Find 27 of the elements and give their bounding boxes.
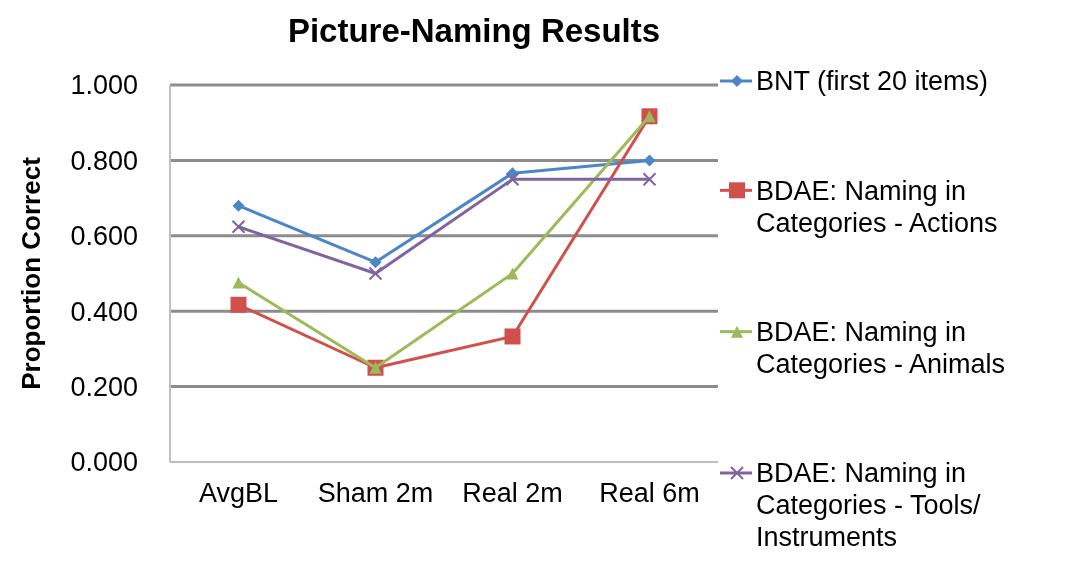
- point: [506, 267, 519, 280]
- legend-label: BNT (first 20 items): [756, 66, 989, 97]
- legend-label: BDAE: Naming in Categories - Actions: [756, 175, 998, 238]
- y-tick-label: 0.200: [70, 372, 138, 403]
- x-tick-label: Real 6m: [599, 478, 700, 508]
- x-tick-label: Sham 2m: [317, 478, 434, 508]
- y-axis-title: Proportion Correct: [16, 156, 46, 390]
- point: [643, 154, 656, 167]
- point: [232, 199, 245, 212]
- y-tick-label: 0.800: [70, 145, 138, 176]
- point: [504, 328, 521, 345]
- y-tick-label: 0.400: [70, 296, 138, 327]
- point: [369, 256, 382, 269]
- y-tick-label: 0.000: [70, 447, 138, 478]
- y-tick-label: 0.600: [70, 221, 138, 252]
- y-tick-label: 1.000: [70, 70, 138, 101]
- point: [232, 276, 245, 289]
- point: [230, 296, 247, 313]
- legend-label: BDAE: Naming in Categories - Animals: [756, 317, 1006, 380]
- legend-label: BDAE: Naming in Categories - Tools/ Instruments: [756, 458, 982, 553]
- point: [505, 172, 520, 187]
- point: [231, 219, 246, 234]
- point: [642, 172, 657, 187]
- point: [368, 266, 383, 281]
- x-tick-label: AvgBL: [198, 478, 279, 508]
- x-tick-label: Real 2m: [462, 478, 563, 508]
- chart-title: Picture-Naming Results: [287, 12, 661, 49]
